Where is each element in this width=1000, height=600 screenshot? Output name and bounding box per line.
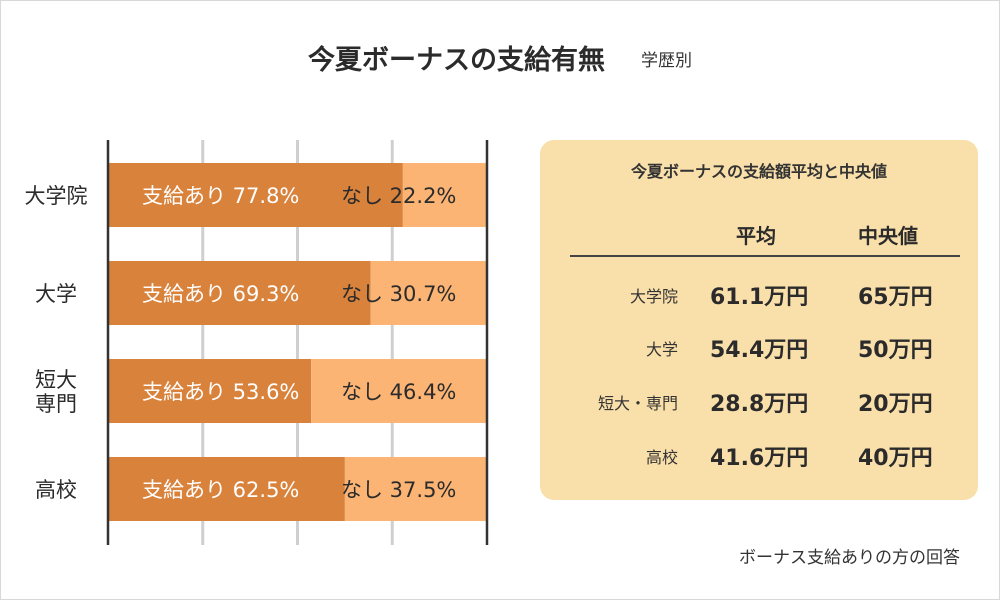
row-average: 54.4万円 (710, 338, 809, 363)
category-label: 大学 (35, 282, 77, 306)
row-average: 61.1万円 (710, 285, 809, 310)
summary-row: 高校 41.6万円 40万円 (540, 436, 978, 476)
bar-label-no: なし 46.4% (341, 380, 456, 404)
row-average: 41.6万円 (710, 446, 809, 471)
header-divider (570, 255, 960, 257)
bar-segment (344, 457, 487, 521)
row-label: 大学院 (629, 287, 678, 306)
bar-segment (108, 163, 403, 227)
row-median: 50万円 (858, 338, 933, 363)
bar-label-no: なし 22.2% (341, 184, 456, 208)
summary-row: 大学院 61.1万円 65万円 (540, 275, 978, 315)
bar-label-yes: 支給あり 62.5% (142, 478, 299, 502)
bar-segment (402, 163, 487, 227)
bar-label-yes: 支給あり 69.3% (142, 282, 299, 306)
bar-label-no: なし 37.5% (341, 478, 456, 502)
summary-row: 大学 54.4万円 50万円 (540, 328, 978, 368)
row-label: 大学 (645, 340, 678, 359)
bar-label-no: なし 30.7% (341, 282, 456, 306)
summary-panel: 今夏ボーナスの支給額平均と中央値 平均 中央値 大学院 61.1万円 65万円 … (540, 140, 978, 500)
header-median: 中央値 (858, 224, 918, 248)
bar-label-yes: 支給あり 77.8% (142, 184, 299, 208)
bar-segment (311, 359, 487, 423)
chart-title: 今夏ボーナスの支給有無 学歴別 (0, 38, 1000, 77)
row-median: 20万円 (858, 392, 933, 417)
row-label: 短大・専門 (597, 394, 678, 413)
bar-segment (108, 457, 345, 521)
category-label: 高校 (35, 478, 77, 502)
category-label: 専門 (35, 392, 77, 416)
row-median: 65万円 (858, 285, 933, 310)
title-text: 今夏ボーナスの支給有無 (308, 45, 605, 76)
header-average: 平均 (736, 224, 776, 248)
bar-label-yes: 支給あり 53.6% (142, 380, 299, 404)
bar-segment (108, 261, 371, 325)
subtitle-text: 学歴別 (641, 51, 692, 71)
summary-row: 短大・専門 28.8万円 20万円 (540, 382, 978, 422)
bar-segment (370, 261, 487, 325)
bar-segment (108, 359, 312, 423)
row-median: 40万円 (858, 446, 933, 471)
row-label: 高校 (645, 448, 678, 467)
panel-title: 今夏ボーナスの支給額平均と中央値 (630, 162, 887, 181)
category-label: 大学院 (25, 184, 88, 208)
row-average: 28.8万円 (710, 392, 809, 417)
category-label: 短大 (35, 368, 77, 392)
footnote: ボーナス支給ありの方の回答 (739, 548, 960, 568)
